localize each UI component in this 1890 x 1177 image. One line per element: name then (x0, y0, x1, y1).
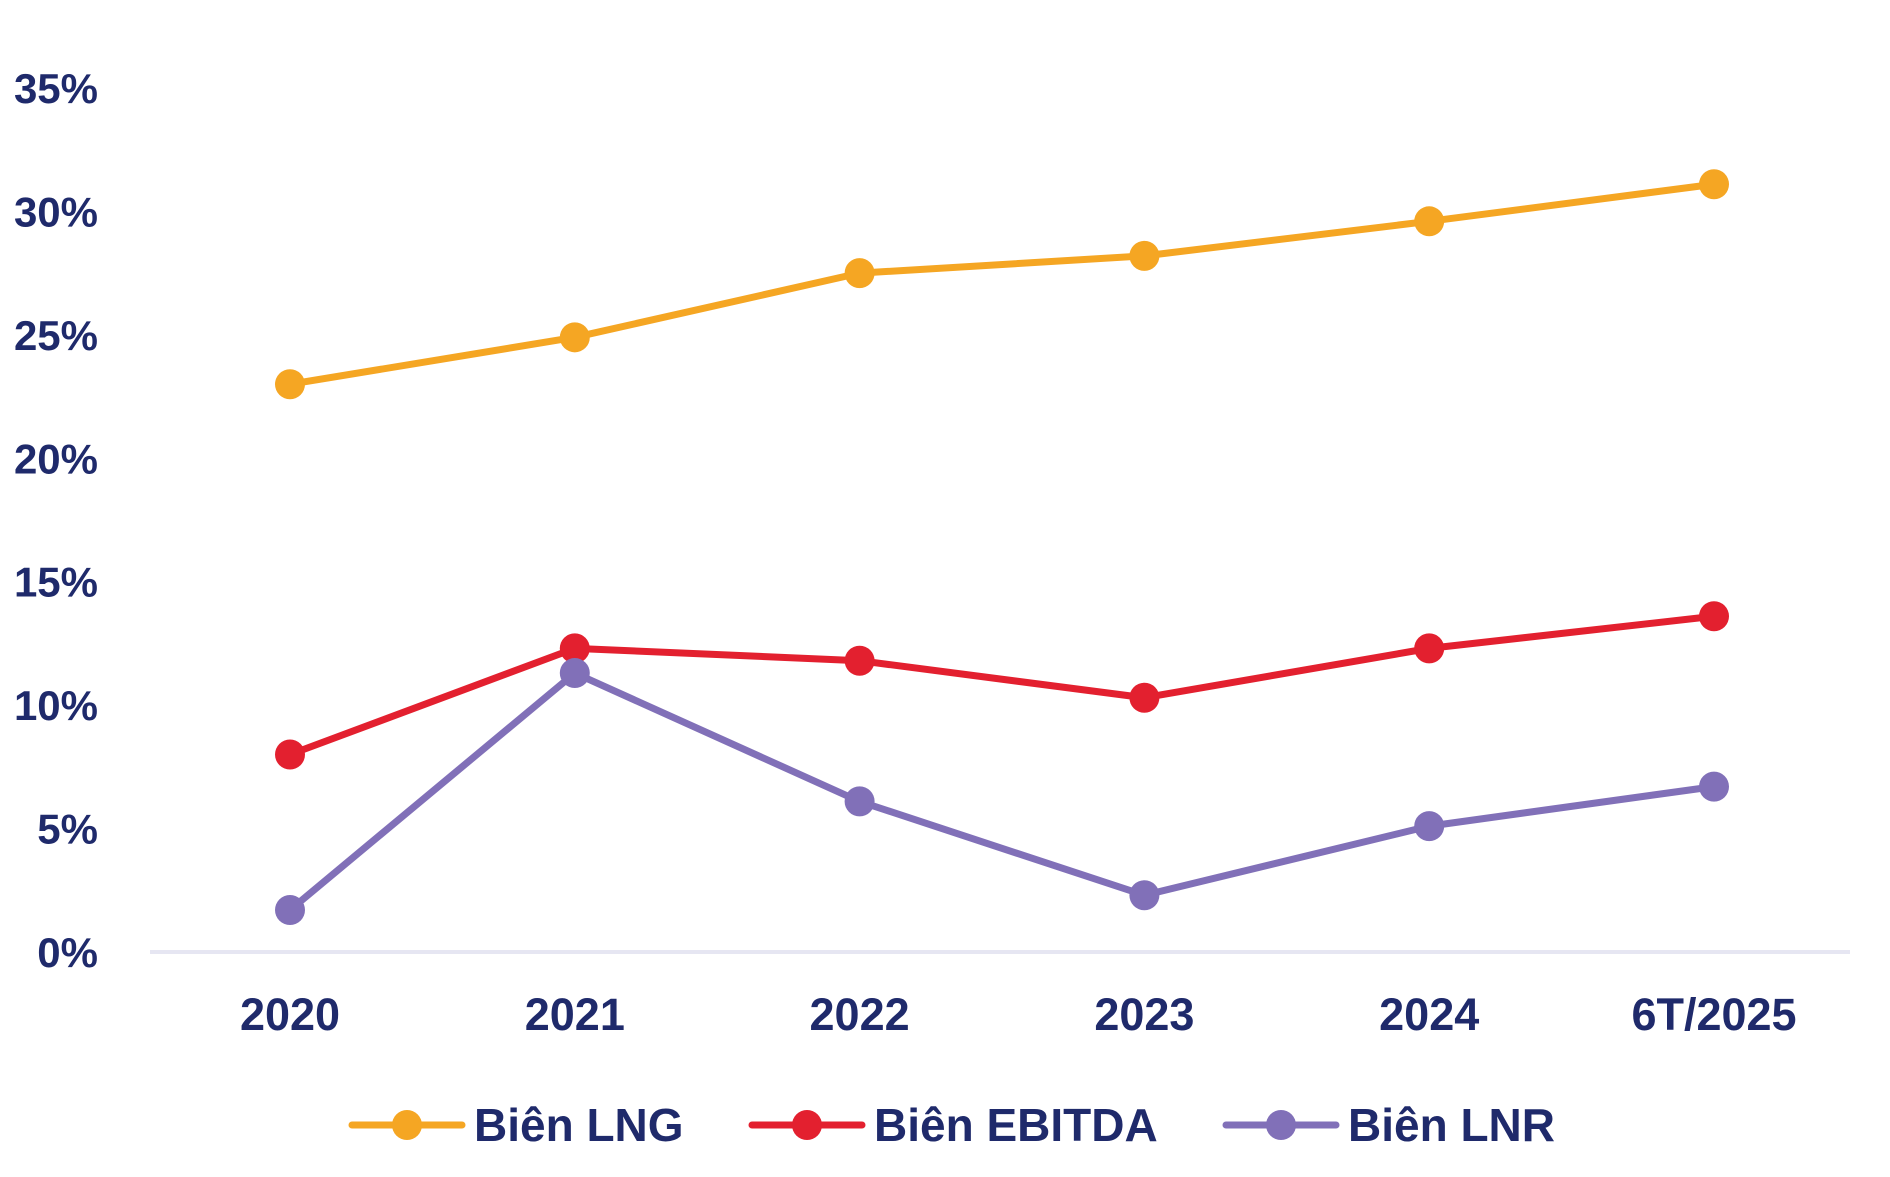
y-tick-label: 35% (14, 65, 98, 112)
data-point (844, 645, 875, 676)
x-axis-ticks: 2020 2021 2022 2023 2024 6T/2025 (240, 989, 1797, 1040)
x-tick-label: 2023 (1094, 989, 1194, 1040)
y-tick-label: 15% (14, 559, 98, 606)
data-point (275, 739, 305, 770)
data-point (559, 633, 590, 664)
x-tick-label: 2022 (810, 989, 910, 1040)
data-point (1414, 811, 1445, 842)
data-point (1414, 633, 1445, 664)
data-point (1414, 206, 1445, 237)
data-point (844, 258, 875, 289)
data-point (1129, 240, 1160, 271)
legend-label: Biên EBITDA (874, 1099, 1158, 1151)
data-point (844, 786, 875, 817)
data-point (1699, 169, 1729, 200)
legend-swatch-marker (392, 1110, 422, 1140)
x-tick-label: 2020 (240, 989, 340, 1040)
series-line (286, 612, 1718, 759)
x-tick-label: 2021 (525, 989, 625, 1040)
data-point (559, 658, 590, 689)
y-tick-label: 5% (37, 806, 98, 853)
y-tick-label: 30% (14, 188, 98, 235)
legend-swatch-marker (1266, 1110, 1296, 1140)
data-point (1699, 771, 1729, 802)
series-group (275, 601, 1729, 770)
series-line (286, 180, 1718, 388)
x-tick-label: 2024 (1379, 989, 1479, 1040)
y-tick-label: 20% (14, 435, 98, 482)
data-point (559, 322, 590, 353)
y-tick-label: 0% (37, 929, 98, 976)
series-line (286, 669, 1718, 914)
legend-label: Biên LNR (1348, 1099, 1555, 1151)
legend-item: Biên EBITDA (748, 1099, 1158, 1151)
data-point (1129, 682, 1160, 713)
data-point (275, 895, 305, 926)
data-point (1129, 880, 1160, 911)
series-layer (275, 169, 1729, 926)
data-point (1699, 601, 1729, 632)
legend-item: Biên LNG (348, 1099, 684, 1151)
legend-swatch-marker (792, 1110, 822, 1140)
y-tick-label: 10% (14, 682, 98, 729)
x-tick-label: 6T/2025 (1631, 989, 1796, 1040)
legend-item: Biên LNR (1222, 1099, 1555, 1151)
series-group (275, 169, 1729, 400)
series-group (275, 658, 1729, 926)
data-point (275, 369, 305, 400)
y-axis-ticks: 0% 5% 10% 15% 20% 25% 30% 35% (14, 65, 98, 976)
y-tick-label: 25% (14, 312, 98, 359)
legend-label: Biên LNG (474, 1099, 684, 1151)
legend: Biên LNG Biên EBITDA Biên LNR (348, 1099, 1555, 1151)
